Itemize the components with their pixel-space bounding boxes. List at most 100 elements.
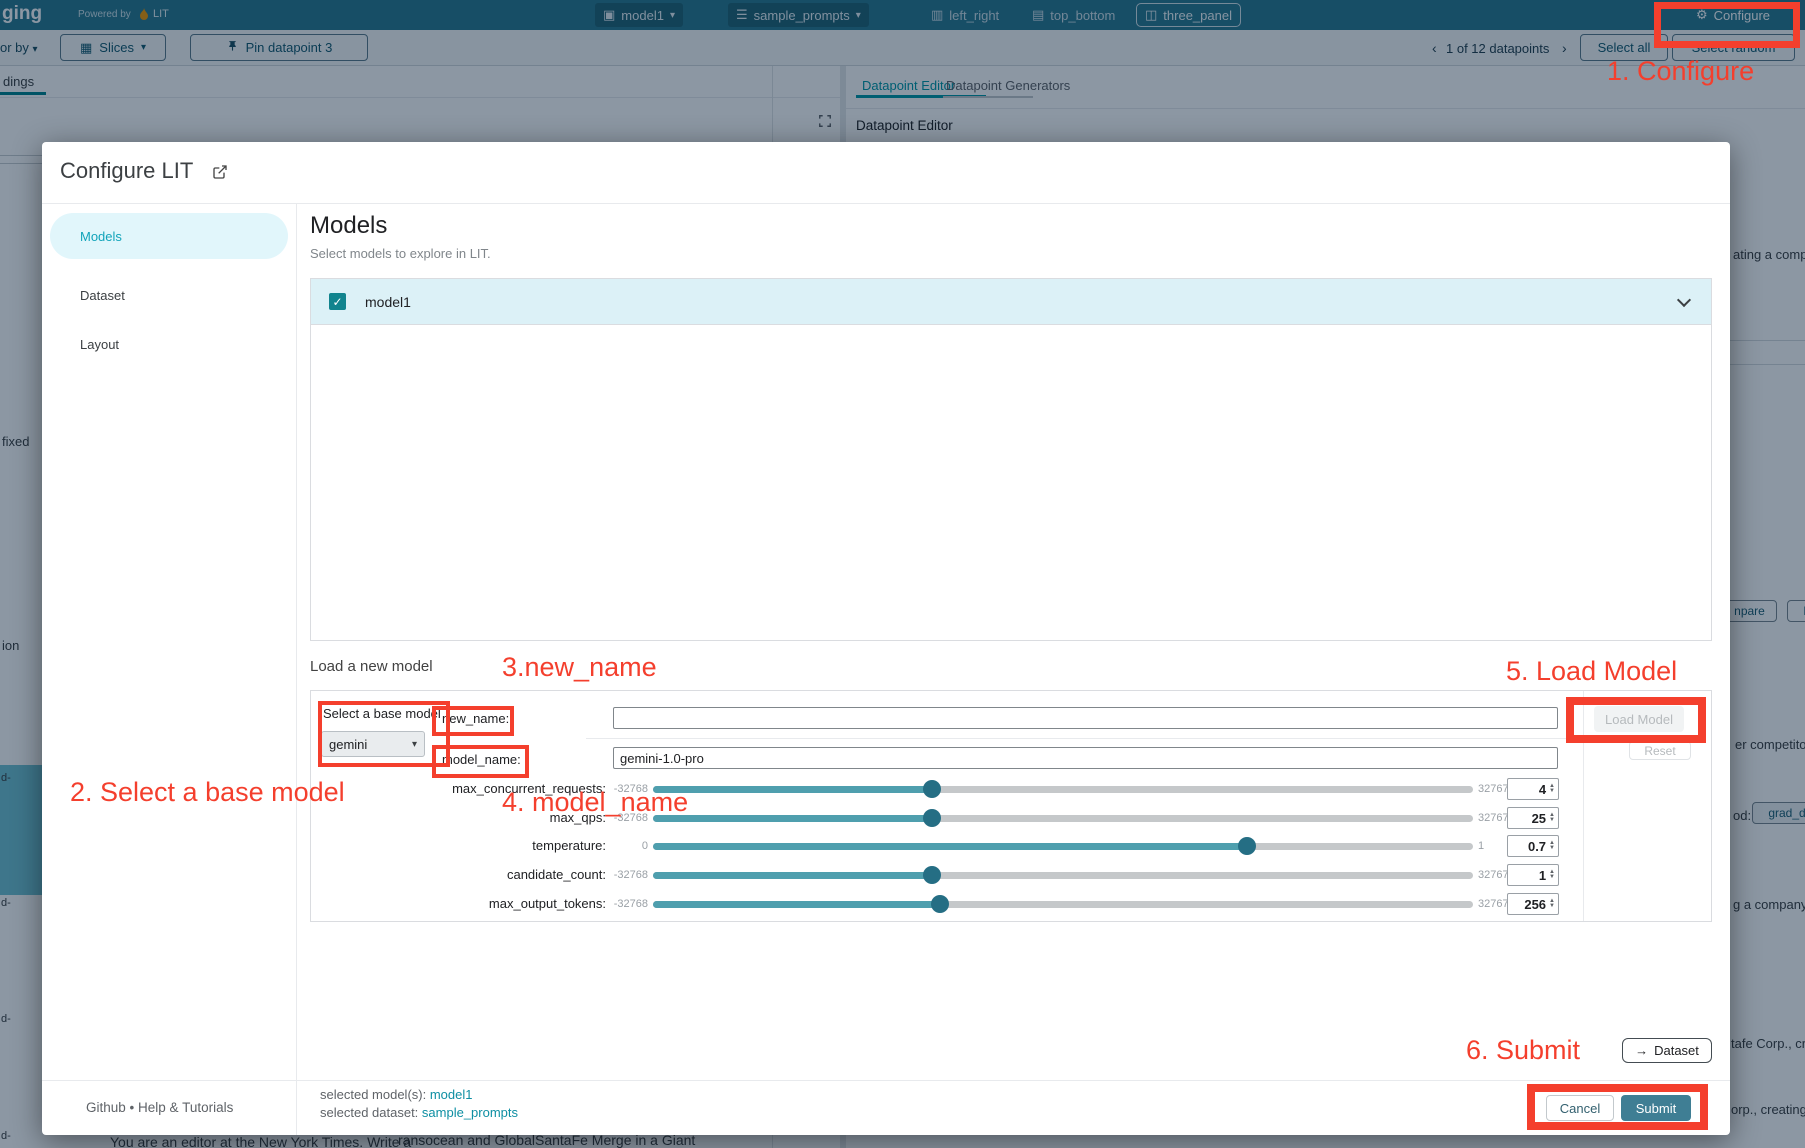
slider-track[interactable]	[653, 837, 1473, 855]
divider	[0, 97, 840, 98]
slider-thumb[interactable]	[923, 866, 941, 884]
section-heading: Models	[310, 212, 388, 239]
load-model-form: Select a base model gemini ▾ new_name: m…	[310, 690, 1712, 922]
selected-models-status: selected model(s): model1	[320, 1087, 472, 1102]
pin-datapoint-button[interactable]: Pin datapoint 3	[190, 34, 368, 61]
slider-thumb[interactable]	[923, 809, 941, 827]
slider-max: 32767	[1478, 783, 1509, 795]
bullet-separator: •	[129, 1100, 135, 1115]
model-name-input[interactable]	[613, 747, 1558, 769]
button-fragment[interactable]: F	[1787, 600, 1805, 622]
annotation-text-1: 1. Configure	[1607, 56, 1755, 86]
dataset-nav-button[interactable]: → Dataset	[1622, 1038, 1712, 1063]
layout-grid-icon: ▥	[931, 7, 944, 22]
chevron-down-icon: ▾	[855, 9, 861, 21]
selection-toolbar: or by ▾ ▦ Slices ▾ Pin datapoint 3 ‹ 1 o…	[0, 30, 1805, 66]
text-fragment: d-	[1, 1130, 11, 1142]
stepper-arrows-icon[interactable]: ▲ ▼	[1549, 869, 1555, 880]
value-stepper[interactable]: 256 ▲ ▼	[1507, 893, 1559, 915]
layout-tab-top-bottom[interactable]: ▤ top_bottom	[1024, 3, 1123, 27]
check-icon: ✓	[332, 294, 343, 309]
prev-datapoint-button[interactable]: ‹	[1432, 40, 1437, 56]
github-link[interactable]: Github	[86, 1100, 126, 1115]
selected-dataset-value[interactable]: sample_prompts	[421, 1105, 519, 1120]
stepper-arrows-icon[interactable]: ▲ ▼	[1549, 898, 1555, 909]
model-list-row[interactable]: ✓ model1	[311, 279, 1711, 325]
slider-thumb[interactable]	[923, 780, 941, 798]
cancel-button[interactable]: Cancel	[1546, 1095, 1614, 1121]
open-in-new-icon[interactable]	[212, 164, 228, 185]
arrow-right-icon: →	[1635, 1043, 1649, 1058]
chevron-down-icon[interactable]	[1676, 292, 1692, 308]
next-datapoint-button[interactable]: ›	[1562, 40, 1567, 56]
divider	[42, 1080, 1730, 1081]
base-model-select[interactable]: gemini ▾	[321, 731, 425, 757]
configure-label: Configure	[1713, 7, 1771, 23]
divider	[296, 1080, 297, 1135]
flame-icon	[139, 8, 149, 24]
value-stepper[interactable]: 0.7 ▲ ▼	[1507, 835, 1559, 857]
slider-track[interactable]	[653, 809, 1473, 827]
tab-datapoint-generators[interactable]: Datapoint Generators	[946, 78, 1071, 93]
selected-models-value[interactable]: model1	[429, 1087, 473, 1102]
slider-max: 32767	[1478, 898, 1509, 910]
slider-row: temperature: 0 1 0.7 ▲ ▼	[311, 831, 1571, 861]
load-model-button[interactable]: Load Model	[1594, 706, 1684, 732]
new-name-label: new_name:	[442, 711, 510, 726]
slices-button[interactable]: ▦ Slices ▾	[60, 34, 166, 61]
layout-tab-three-panel[interactable]: ◫ three_panel	[1136, 3, 1241, 27]
color-by-label: or by	[0, 40, 29, 55]
slices-grid-icon: ▦	[79, 39, 93, 55]
slider-track[interactable]	[653, 866, 1473, 884]
slider-thumb[interactable]	[1238, 837, 1256, 855]
layout-tab-left-right[interactable]: ▥ left_right	[923, 3, 1007, 27]
dataset-selector-dropdown[interactable]: ☰ sample_prompts ▾	[728, 3, 869, 27]
powered-by-label: Powered by	[78, 9, 131, 20]
lit-label: LIT	[153, 8, 169, 20]
annotation-text-3: 3.new_name	[502, 652, 657, 682]
annotation-text-4: 4. model_name	[502, 787, 689, 817]
datapoint-pagination: 1 of 12 datapoints	[1446, 41, 1550, 56]
sidebar-item-dataset[interactable]: Dataset	[80, 288, 125, 303]
method-chip-fragment[interactable]: grad_d	[1752, 802, 1805, 824]
slider-row: candidate_count: -32768 32767 1 ▲ ▼	[311, 860, 1571, 890]
annotation-text-5: 5. Load Model	[1506, 656, 1678, 686]
submit-button[interactable]: Submit	[1621, 1095, 1691, 1121]
new-name-input[interactable]	[613, 707, 1558, 729]
base-model-label: Select a base model	[323, 706, 441, 721]
configure-button[interactable]: ⚙ Configure	[1688, 3, 1778, 27]
slider-label: max_concurrent_requests:	[452, 781, 606, 796]
reset-button[interactable]: Reset	[1629, 741, 1691, 760]
text-fragment: ion	[2, 638, 20, 653]
text-fragment: od:	[1733, 808, 1752, 823]
gear-icon: ⚙	[1696, 7, 1708, 22]
text-fragment: d-	[1, 897, 11, 909]
sidebar-item-layout[interactable]: Layout	[80, 337, 120, 352]
slider-row: max_concurrent_requests: -32768 32767 4 …	[311, 774, 1571, 804]
stepper-arrows-icon[interactable]: ▲ ▼	[1549, 812, 1555, 823]
stepper-arrows-icon[interactable]: ▲ ▼	[1549, 840, 1555, 851]
layout-grid-icon: ◫	[1145, 7, 1158, 22]
slider-thumb[interactable]	[931, 895, 949, 913]
slider-track[interactable]	[653, 895, 1473, 913]
table-cell-fragment: ransocean and GlobalSantaFe Merge in a G…	[398, 1132, 696, 1148]
stepper-value: 0.7	[1527, 838, 1547, 854]
divider	[42, 203, 1730, 204]
panel-heading: Datapoint Editor	[856, 118, 953, 133]
color-by-dropdown[interactable]: or by ▾	[0, 40, 38, 55]
stepper-arrows-icon[interactable]: ▲ ▼	[1549, 783, 1555, 794]
maximize-icon[interactable]	[818, 114, 832, 133]
active-tab-underline	[856, 95, 986, 98]
left-tab-fragment[interactable]: dings	[3, 74, 35, 89]
value-stepper[interactable]: 25 ▲ ▼	[1507, 807, 1559, 829]
model-selector-dropdown[interactable]: ▣ model1 ▾	[595, 3, 683, 27]
model-selector-label: model1	[621, 7, 664, 23]
help-tutorials-link[interactable]: Help & Tutorials	[138, 1100, 234, 1115]
tab-datapoint-editor[interactable]: Datapoint Editor	[862, 78, 956, 93]
value-stepper[interactable]: 1 ▲ ▼	[1507, 864, 1559, 886]
slider-track[interactable]	[653, 780, 1473, 798]
sidebar-item-models[interactable]: Models	[50, 213, 288, 259]
model-checkbox[interactable]: ✓	[329, 293, 346, 310]
select-all-label: Select all	[1597, 40, 1651, 55]
value-stepper[interactable]: 4 ▲ ▼	[1507, 778, 1559, 800]
